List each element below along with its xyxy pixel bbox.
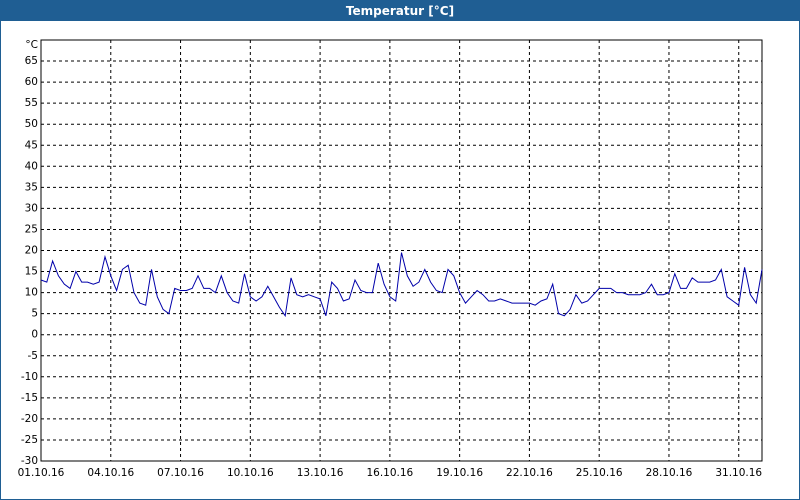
x-tick-label: 01.10.16 <box>18 467 65 479</box>
y-tick-label: -10 <box>21 371 38 383</box>
y-tick-label: 40 <box>25 160 38 172</box>
y-axis-label: °C <box>25 39 38 51</box>
y-tick-label: -30 <box>21 455 38 467</box>
x-tick-label: 28.10.16 <box>646 467 693 479</box>
y-tick-label: 50 <box>25 118 38 130</box>
y-tick-label: 0 <box>31 329 38 341</box>
x-tick-label: 04.10.16 <box>87 467 134 479</box>
x-tick-label: 25.10.16 <box>576 467 623 479</box>
y-tick-label: -15 <box>21 392 38 404</box>
y-tick-label: -5 <box>28 350 38 362</box>
y-tick-label: 30 <box>25 202 38 214</box>
x-tick-label: 07.10.16 <box>157 467 204 479</box>
x-tick-label: 10.10.16 <box>227 467 274 479</box>
y-tick-label: 20 <box>25 245 38 257</box>
x-tick-label: 31.10.16 <box>715 467 762 479</box>
title-bar: Temperatur [°C] <box>1 1 799 21</box>
x-tick-label: 22.10.16 <box>506 467 553 479</box>
y-tick-label: 65 <box>25 55 38 67</box>
y-tick-label: -25 <box>21 434 38 446</box>
y-tick-label: 55 <box>25 97 38 109</box>
x-tick-label: 19.10.16 <box>436 467 483 479</box>
y-tick-label: 25 <box>25 223 38 235</box>
y-tick-label: 60 <box>25 76 38 88</box>
y-tick-label: -20 <box>21 413 38 425</box>
y-tick-label: 35 <box>25 181 38 193</box>
plot-frame <box>40 39 763 462</box>
y-tick-label: 15 <box>25 266 38 278</box>
x-tick-label: 13.10.16 <box>297 467 344 479</box>
y-tick-label: 10 <box>25 287 38 299</box>
chart: °C -30 -25 -20 -15 -10 -5 0 5 10 15 20 25 30 35 40 45 50 5… <box>18 39 763 479</box>
data-line <box>40 252 763 318</box>
x-tick-label: 16.10.16 <box>366 467 413 479</box>
y-tick-label: 45 <box>25 139 38 151</box>
y-tick-label: 5 <box>31 308 38 320</box>
